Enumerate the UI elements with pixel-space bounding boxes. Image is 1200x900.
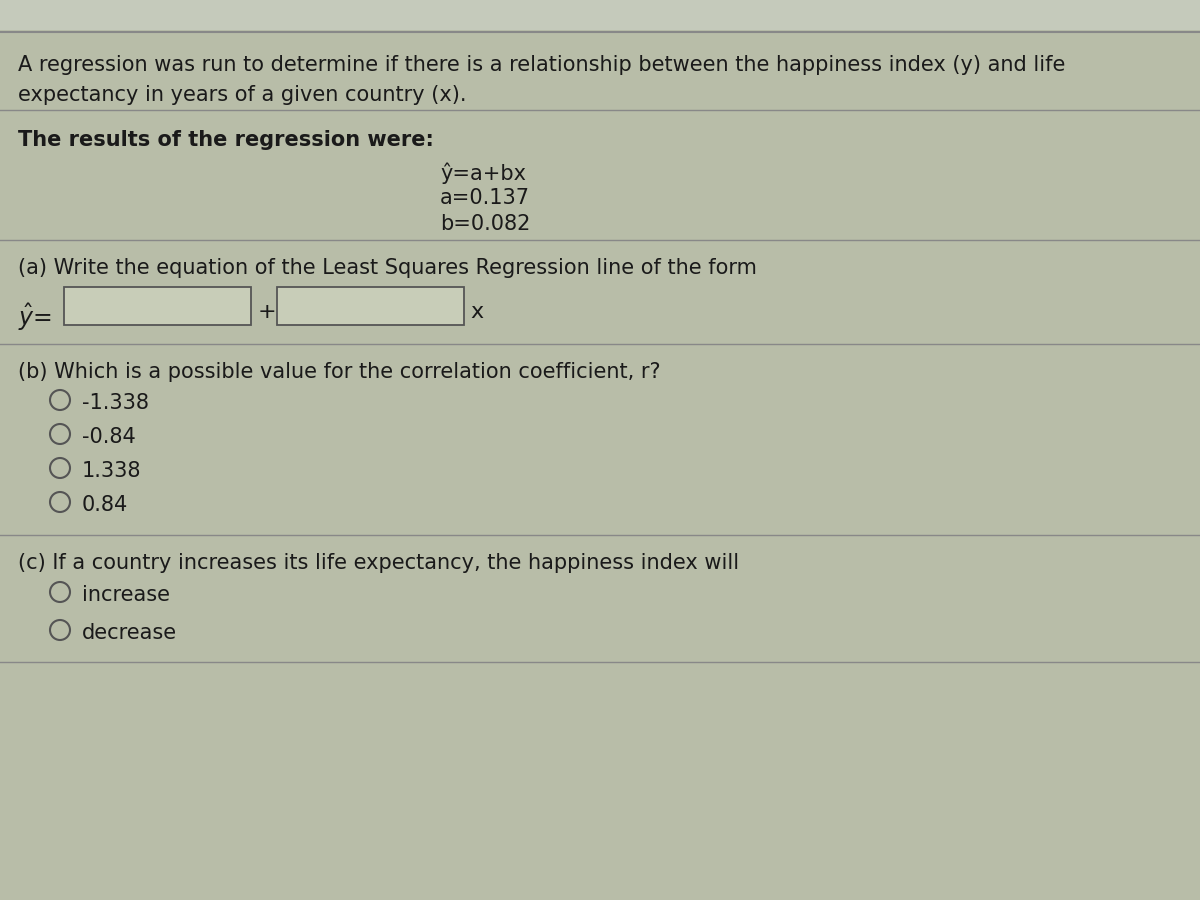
Text: (b) Which is a possible value for the correlation coefficient, r?: (b) Which is a possible value for the co… — [18, 362, 661, 382]
Text: b=0.082: b=0.082 — [440, 214, 530, 234]
Text: A regression was run to determine if there is a relationship between the happine: A regression was run to determine if the… — [18, 55, 1066, 75]
FancyBboxPatch shape — [64, 287, 251, 325]
Text: -0.84: -0.84 — [82, 427, 136, 447]
Text: 0.84: 0.84 — [82, 495, 128, 515]
Text: decrease: decrease — [82, 623, 178, 643]
Text: a=0.137: a=0.137 — [440, 188, 530, 208]
FancyBboxPatch shape — [277, 287, 464, 325]
Text: (c) If a country increases its life expectancy, the happiness index will: (c) If a country increases its life expe… — [18, 553, 739, 573]
Text: x: x — [470, 302, 484, 322]
Text: increase: increase — [82, 585, 170, 605]
Text: -1.338: -1.338 — [82, 393, 149, 413]
Text: $\hat{y}$=: $\hat{y}$= — [18, 302, 52, 334]
Text: +: + — [258, 302, 277, 322]
Text: (a) Write the equation of the Least Squares Regression line of the form: (a) Write the equation of the Least Squa… — [18, 258, 757, 278]
Text: ŷ=a+bx: ŷ=a+bx — [440, 162, 526, 184]
Text: expectancy in years of a given country (x).: expectancy in years of a given country (… — [18, 85, 467, 105]
Text: The results of the regression were:: The results of the regression were: — [18, 130, 434, 150]
Text: 1.338: 1.338 — [82, 461, 142, 481]
Bar — [0, 0, 1200, 30]
